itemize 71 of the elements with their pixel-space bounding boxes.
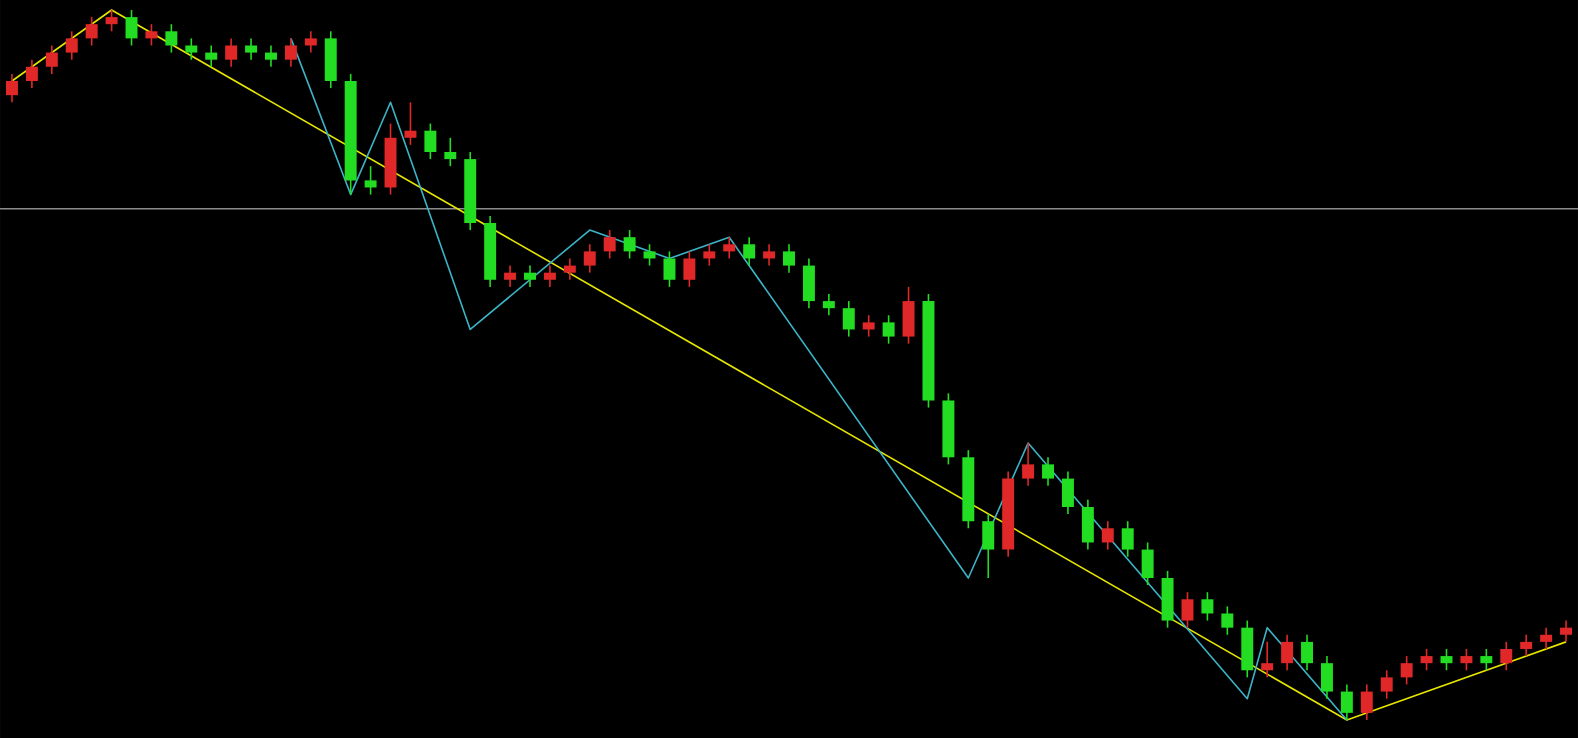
candlestick <box>225 37 238 68</box>
candlestick <box>245 37 258 61</box>
candlestick <box>165 23 178 54</box>
candlestick <box>504 264 517 288</box>
candlestick <box>85 16 98 47</box>
candlestick <box>1201 591 1214 622</box>
candlestick <box>1540 626 1553 650</box>
candlestick <box>145 23 158 47</box>
candlestick <box>444 136 457 167</box>
candlestick <box>703 243 716 267</box>
candlestick <box>1221 605 1234 636</box>
candlestick <box>802 257 815 309</box>
candlestick <box>743 236 756 267</box>
candlestick <box>862 314 875 338</box>
candlestick <box>1281 633 1294 672</box>
candlestick <box>1081 499 1094 551</box>
candlestick <box>1101 520 1114 551</box>
candlestick <box>45 44 58 75</box>
candlestick <box>683 250 696 288</box>
candlestick <box>1500 641 1513 672</box>
candlestick <box>563 257 576 281</box>
candlestick <box>1460 648 1473 672</box>
candlestick <box>982 513 995 579</box>
candlestick <box>663 250 676 288</box>
candlestick <box>25 58 38 89</box>
candlestick <box>185 37 198 61</box>
candlestick <box>1400 655 1413 686</box>
candlestick <box>404 101 417 146</box>
candlestick <box>1560 619 1573 643</box>
candlestick <box>882 314 895 345</box>
candlestick <box>623 229 636 260</box>
candlestick <box>304 30 317 54</box>
candlestick <box>1340 683 1353 721</box>
candlestick <box>1480 648 1493 672</box>
candlestick <box>543 264 556 288</box>
candlestick <box>723 236 736 260</box>
candlestick <box>783 243 795 274</box>
candlestick <box>603 229 616 260</box>
candlestick <box>1380 669 1393 700</box>
candlestick <box>1520 633 1533 657</box>
candlestick <box>583 243 596 274</box>
candlestick <box>1121 520 1134 558</box>
candlestick <box>643 243 656 267</box>
candlestick <box>364 165 377 196</box>
candlestick <box>822 293 835 317</box>
candlestick <box>1420 648 1433 672</box>
candlestick <box>1360 683 1373 721</box>
candlestick <box>1320 655 1333 700</box>
candlestick <box>1301 633 1313 672</box>
candlestick <box>324 30 337 89</box>
candlestick <box>902 286 915 345</box>
candlestick <box>424 122 437 160</box>
candlestick <box>1440 648 1453 672</box>
candlestick <box>524 264 536 288</box>
candlestick <box>842 300 855 338</box>
candlestick <box>1141 541 1154 586</box>
candlestick <box>105 9 118 33</box>
candlestick <box>65 30 78 61</box>
candlestick <box>125 9 138 47</box>
candlestick <box>284 37 297 68</box>
candlestick <box>1161 570 1174 629</box>
candlestick <box>265 44 277 68</box>
candlestick <box>1181 591 1194 629</box>
candlestick <box>1061 470 1074 515</box>
candlestick <box>1241 619 1254 679</box>
candlestick <box>1042 456 1054 487</box>
candlestick <box>6 73 18 104</box>
candlestick <box>205 44 218 68</box>
candlestick <box>1261 641 1274 679</box>
candlestick <box>763 243 776 267</box>
candlestick <box>1022 442 1035 487</box>
